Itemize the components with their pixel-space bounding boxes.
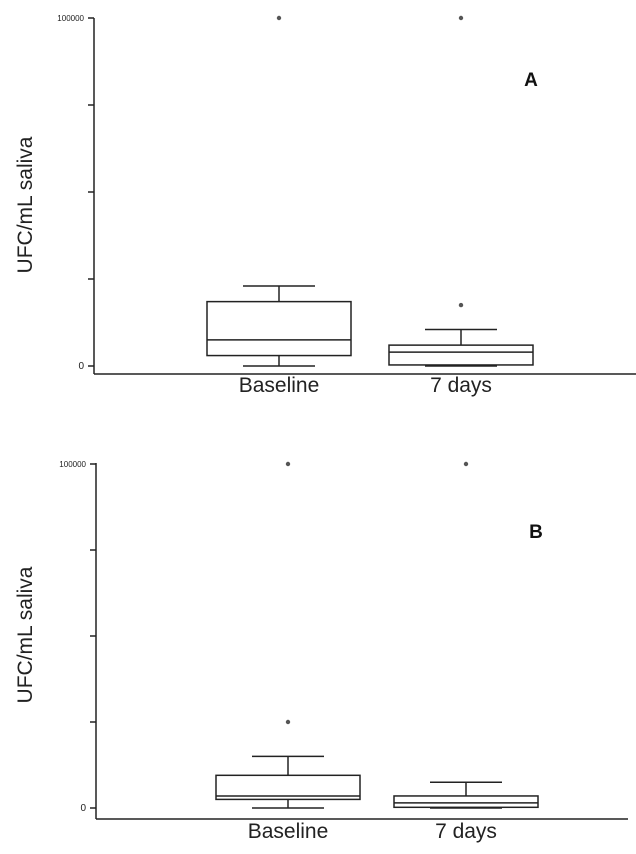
x-tick-label: Baseline [239, 374, 320, 397]
y-axis-label: UFC/mL saliva [14, 136, 37, 273]
outlier-point [459, 16, 463, 20]
panel-label: A [524, 70, 538, 91]
outlier-point [277, 16, 281, 20]
x-tick-label: 7 days [435, 820, 497, 843]
y-tick-label: 0 [78, 361, 84, 372]
outlier-point [286, 720, 290, 724]
outlier-point [464, 462, 468, 466]
x-tick-label: Baseline [248, 820, 329, 843]
y-tick-label: 100000 [59, 460, 86, 469]
x-tick-label: 7 days [430, 374, 492, 397]
outlier-point [286, 462, 290, 466]
y-tick-label: 100000 [57, 14, 84, 23]
y-axis-label: UFC/mL saliva [14, 566, 37, 703]
panel-label: B [529, 522, 543, 543]
outlier-point [459, 303, 463, 307]
y-tick-label: 0 [80, 803, 86, 814]
